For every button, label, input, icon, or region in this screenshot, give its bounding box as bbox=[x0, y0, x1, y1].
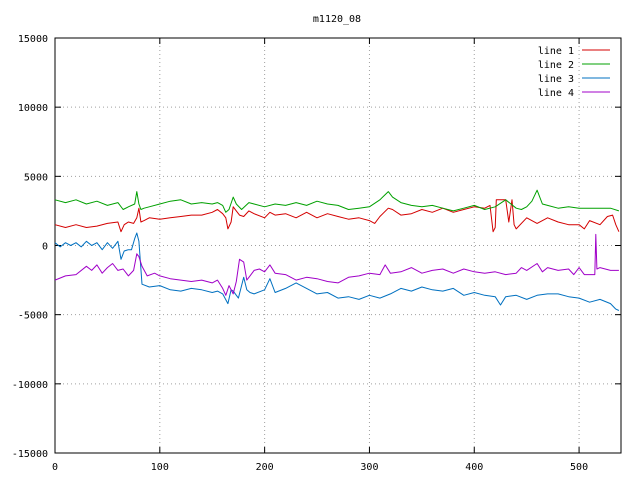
legend-label-3: line 3 bbox=[538, 74, 574, 85]
grid-layer bbox=[55, 38, 621, 453]
x-tick-label: 300 bbox=[360, 462, 378, 473]
series-layer bbox=[54, 189, 620, 311]
axis-layer: -15000 -10000 -5000 0 5000 10000 15000 0 100 200 3… bbox=[12, 34, 622, 473]
series-line-3 bbox=[54, 232, 620, 311]
series-line-1 bbox=[54, 199, 620, 233]
x-tick-label: 0 bbox=[52, 462, 58, 473]
x-tick-label: 500 bbox=[570, 462, 588, 473]
x-tick-label: 400 bbox=[465, 462, 483, 473]
x-tick-label: 100 bbox=[151, 462, 169, 473]
legend-label-1: line 1 bbox=[538, 46, 574, 57]
y-tick-label: -5000 bbox=[18, 311, 48, 322]
series-line-2 bbox=[54, 189, 620, 213]
chart-title: m1120_08 bbox=[313, 14, 361, 25]
legend-label-4: line 4 bbox=[538, 88, 574, 99]
y-tick-label: 0 bbox=[42, 242, 48, 253]
y-tick-label: -10000 bbox=[12, 380, 48, 391]
y-tick-label: 10000 bbox=[18, 103, 48, 114]
y-tick-label: -15000 bbox=[12, 449, 48, 460]
y-tick-label: 5000 bbox=[24, 172, 48, 183]
legend: line 1 line 2 line 3 line 4 bbox=[538, 46, 610, 99]
series-line-4 bbox=[54, 233, 619, 296]
x-tick-label: 200 bbox=[256, 462, 274, 473]
y-tick-label: 15000 bbox=[18, 34, 48, 45]
legend-label-2: line 2 bbox=[538, 60, 574, 71]
